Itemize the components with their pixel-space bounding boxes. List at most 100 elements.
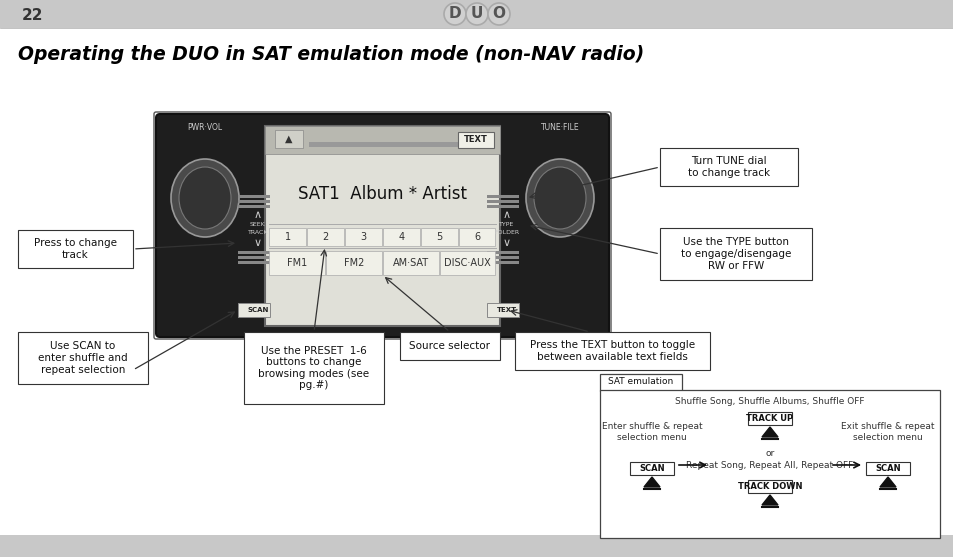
- Bar: [0, 535, 953, 557]
- Text: Operating the DUO in SAT emulation mode (non-NAV radio): Operating the DUO in SAT emulation mode …: [18, 46, 643, 65]
- Text: TEXT: TEXT: [463, 135, 487, 144]
- Bar: [244, 332, 384, 404]
- Text: SAT emulation: SAT emulation: [608, 378, 673, 387]
- Bar: [237, 195, 270, 198]
- Text: Use the PRESET  1-6
buttons to change
browsing modes (see
pg.#): Use the PRESET 1-6 buttons to change bro…: [258, 345, 369, 390]
- Text: 6: 6: [474, 232, 479, 242]
- Text: AM·SAT: AM·SAT: [393, 258, 429, 268]
- Bar: [458, 228, 495, 246]
- Text: TYPE: TYPE: [498, 222, 514, 227]
- Text: TRACK UP: TRACK UP: [745, 414, 793, 423]
- Bar: [237, 205, 270, 208]
- Text: Use the TYPE button
to engage/disengage
RW or FFW: Use the TYPE button to engage/disengage …: [680, 237, 790, 271]
- Bar: [457, 132, 494, 148]
- Bar: [747, 412, 791, 425]
- Bar: [629, 462, 673, 475]
- Text: 22: 22: [22, 8, 44, 23]
- Ellipse shape: [534, 167, 585, 229]
- Bar: [486, 251, 518, 254]
- Bar: [307, 228, 344, 246]
- Text: FM2: FM2: [344, 258, 364, 268]
- Ellipse shape: [179, 167, 231, 229]
- Text: 4: 4: [398, 232, 404, 242]
- Polygon shape: [643, 477, 659, 487]
- Polygon shape: [879, 477, 895, 487]
- Bar: [345, 228, 381, 246]
- Bar: [486, 303, 518, 317]
- Bar: [0, 0, 953, 28]
- Bar: [237, 303, 270, 317]
- Text: ▲: ▲: [285, 134, 293, 144]
- Text: ∨: ∨: [253, 238, 262, 248]
- Bar: [265, 126, 499, 326]
- Text: ∧: ∧: [253, 210, 262, 220]
- Text: SCAN: SCAN: [874, 464, 900, 473]
- Text: Enter shuffle & repeat
selection menu: Enter shuffle & repeat selection menu: [601, 422, 701, 442]
- Bar: [18, 230, 132, 268]
- Text: 3: 3: [360, 232, 366, 242]
- Text: SAT1  Album * Artist: SAT1 Album * Artist: [297, 185, 467, 203]
- Text: or: or: [764, 449, 774, 458]
- Text: PWR·VOL: PWR·VOL: [187, 124, 222, 133]
- Text: SCAN: SCAN: [247, 307, 269, 313]
- Circle shape: [465, 3, 488, 25]
- Text: FOLDER: FOLDER: [494, 231, 519, 236]
- Bar: [399, 332, 499, 360]
- Text: TRACK: TRACK: [248, 231, 268, 236]
- Text: Exit shuffle & repeat
selection menu: Exit shuffle & repeat selection menu: [841, 422, 934, 442]
- Bar: [269, 251, 325, 275]
- Bar: [599, 390, 939, 538]
- Text: 2: 2: [322, 232, 329, 242]
- Text: TEXT: TEXT: [497, 307, 517, 313]
- Circle shape: [443, 3, 465, 25]
- Text: SCAN: SCAN: [639, 464, 664, 473]
- Text: Source selector: Source selector: [409, 341, 490, 351]
- Bar: [265, 126, 499, 154]
- Bar: [486, 256, 518, 259]
- Text: ∨: ∨: [502, 238, 511, 248]
- Circle shape: [488, 3, 510, 25]
- Bar: [382, 251, 438, 275]
- Bar: [439, 251, 495, 275]
- Text: Repeat Song, Repeat All, Repeat OFF: Repeat Song, Repeat All, Repeat OFF: [685, 462, 853, 471]
- Text: TUNE·FILE: TUNE·FILE: [540, 124, 578, 133]
- FancyBboxPatch shape: [156, 114, 608, 337]
- Polygon shape: [761, 495, 778, 505]
- Text: TRACK DOWN: TRACK DOWN: [737, 482, 801, 491]
- Bar: [659, 148, 797, 186]
- Text: SEEK: SEEK: [250, 222, 266, 227]
- Bar: [269, 228, 306, 246]
- Bar: [420, 228, 457, 246]
- Bar: [486, 195, 518, 198]
- Text: U: U: [471, 7, 482, 22]
- Bar: [747, 480, 791, 493]
- Bar: [326, 251, 381, 275]
- Bar: [382, 228, 419, 246]
- Text: Shuffle Song, Shuffle Albums, Shuffle OFF: Shuffle Song, Shuffle Albums, Shuffle OF…: [675, 398, 863, 407]
- Bar: [237, 256, 270, 259]
- Bar: [274, 130, 303, 148]
- Bar: [486, 261, 518, 264]
- Bar: [18, 332, 148, 384]
- Text: Turn TUNE dial
to change track: Turn TUNE dial to change track: [687, 156, 769, 178]
- Text: 5: 5: [436, 232, 442, 242]
- Bar: [486, 200, 518, 203]
- Bar: [237, 251, 270, 254]
- Bar: [865, 462, 909, 475]
- Bar: [309, 142, 483, 147]
- Polygon shape: [761, 427, 778, 437]
- Text: ∧: ∧: [502, 210, 511, 220]
- Text: D: D: [448, 7, 461, 22]
- Bar: [515, 332, 709, 370]
- Ellipse shape: [171, 159, 239, 237]
- Text: Press the TEXT button to toggle
between available text fields: Press the TEXT button to toggle between …: [529, 340, 695, 362]
- Bar: [486, 205, 518, 208]
- Text: O: O: [492, 7, 505, 22]
- Bar: [237, 261, 270, 264]
- Ellipse shape: [525, 159, 594, 237]
- Text: FM1: FM1: [287, 258, 307, 268]
- Bar: [237, 200, 270, 203]
- Text: 1: 1: [285, 232, 291, 242]
- Text: DISC·AUX: DISC·AUX: [444, 258, 491, 268]
- Bar: [599, 374, 681, 391]
